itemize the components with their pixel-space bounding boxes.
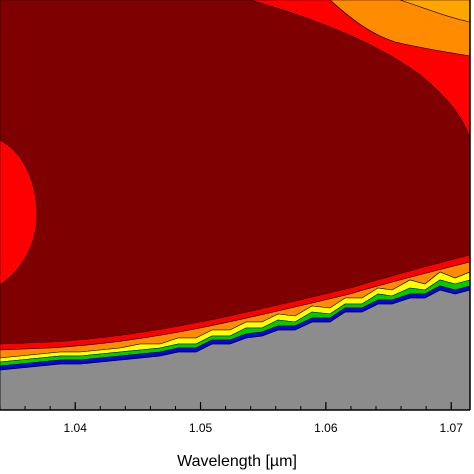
x-tick-label: 1.05 <box>189 421 213 435</box>
x-axis-ticks: 1.04 1.05 1.06 1.07 <box>0 402 463 435</box>
axes-frame <box>0 0 471 411</box>
contour-dark-red <box>0 0 470 345</box>
x-axis-title: Wavelength [µm] <box>177 453 297 470</box>
gray-region <box>0 289 470 410</box>
x-tick-label: 1.04 <box>64 421 88 435</box>
plot-area <box>0 0 470 410</box>
x-tick-label: 1.07 <box>440 421 464 435</box>
x-tick-label: 1.06 <box>314 421 338 435</box>
contour-red-lobe-left <box>0 139 38 286</box>
